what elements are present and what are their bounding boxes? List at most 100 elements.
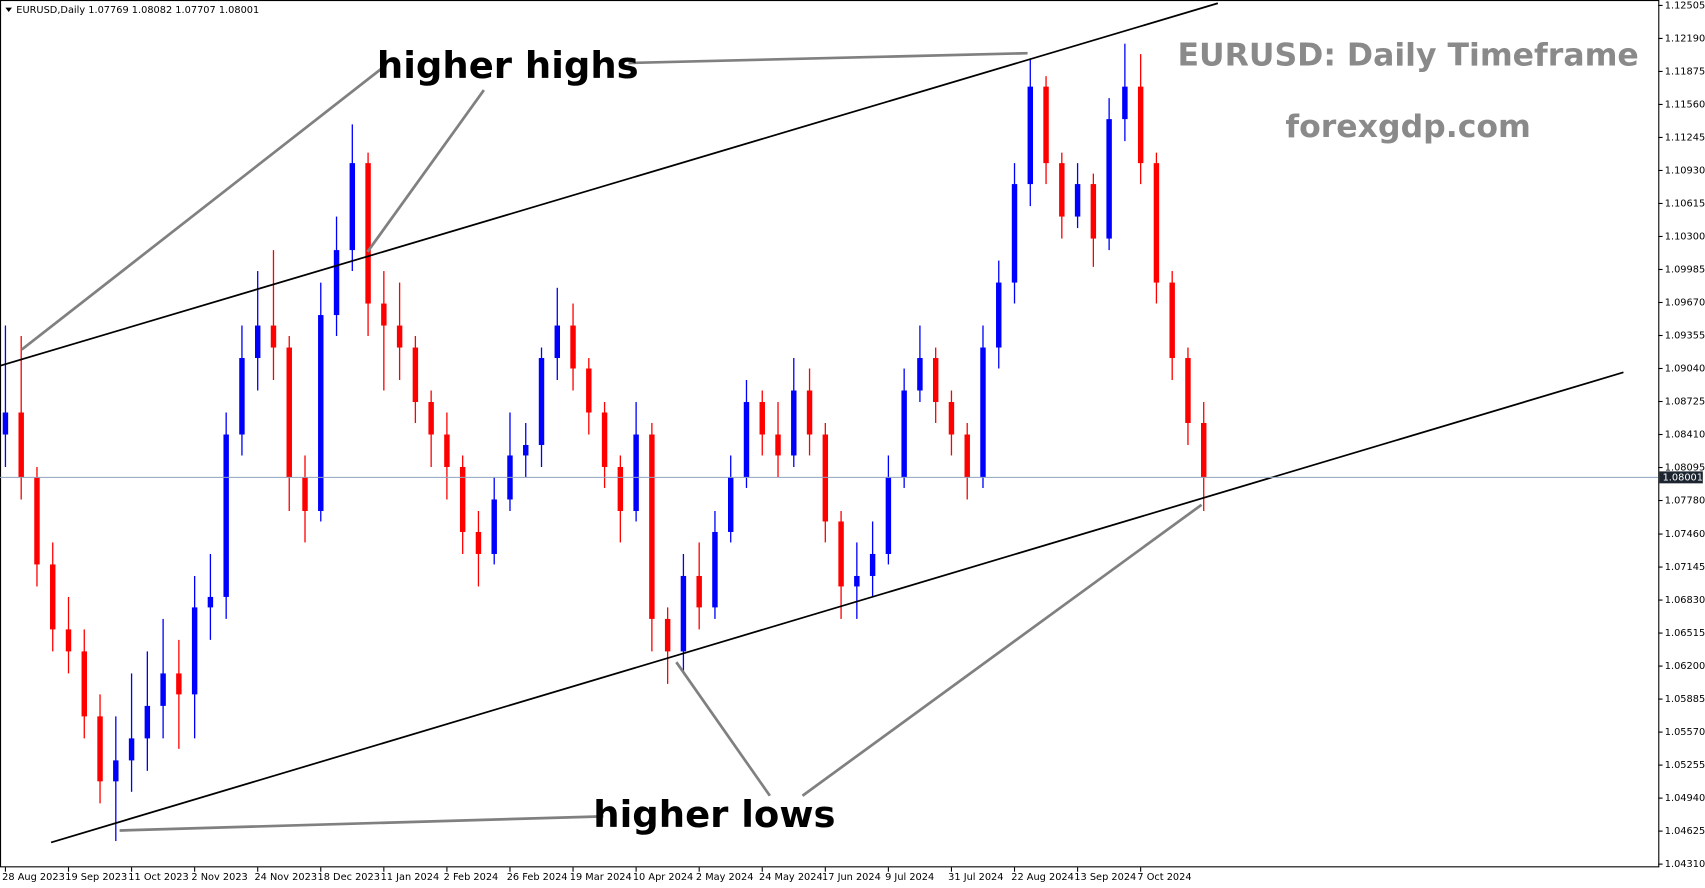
candle-body [191,607,198,695]
candle-body [1074,184,1081,217]
y-tick-label: 1.05885 [1665,694,1705,705]
y-tick-label: 1.04310 [1665,859,1705,870]
pointer [119,814,604,832]
x-tick-label: 28 Aug 2023 [2,872,65,883]
candle-body [554,325,560,359]
y-tick-label: 1.10930 [1665,165,1705,176]
annotation-higher-highs: higher highs [377,44,639,87]
candle-body [743,402,750,478]
y-tick-label: 1.11560 [1665,99,1705,110]
y-tick-label: 1.12505 [1665,0,1705,11]
upper-trendline [0,2,1219,367]
candle-body [412,347,419,403]
y-tick-label: 1.08725 [1665,397,1705,408]
candle-body [381,303,387,326]
y-tick-label: 1.10300 [1665,231,1705,242]
lower-trendline [50,371,1624,844]
candle-body [1201,422,1207,478]
x-tick-label: 19 Mar 2024 [570,872,632,883]
candle-body [854,575,860,587]
candle-body [759,402,765,435]
pointer [675,661,771,797]
y-tick-label: 1.05570 [1665,727,1705,738]
candle-body [696,575,702,608]
x-tick-label: 10 Apr 2024 [633,872,693,883]
y-tick-label: 1.04625 [1665,826,1705,837]
y-tick-label: 1.09670 [1665,297,1705,308]
candle-body [160,673,166,706]
y-tick-label: 1.06200 [1665,661,1705,672]
y-tick-label: 1.08095 [1665,463,1705,474]
x-tick-label: 19 Sep 2023 [65,872,127,883]
x-tick-label: 7 Oct 2024 [1137,872,1191,883]
y-tick-label: 1.07460 [1665,529,1705,540]
candle-body [50,564,56,630]
candle-body [113,760,119,782]
current-price-box [1659,471,1703,484]
y-tick-label: 1.09355 [1665,330,1705,341]
candle-body [254,325,261,359]
candle-body [318,315,324,512]
x-tick-label: 18 Dec 2023 [318,872,380,883]
y-tick-label: 1.09040 [1665,364,1705,375]
candle-body [617,466,624,512]
candle-body [81,651,87,717]
candle-body [1059,163,1065,217]
candle-body [34,477,40,565]
x-tick-label: 2 Feb 2024 [444,872,499,883]
x-tick-label: 26 Feb 2024 [507,872,568,883]
candle-body [538,358,545,445]
candle-body [1011,184,1018,283]
candle-body [917,358,923,391]
y-tick-label: 1.10615 [1665,198,1705,209]
x-tick-label: 9 Jul 2024 [885,872,934,883]
y-tick-label: 1.11245 [1665,132,1705,143]
candle-body [712,531,718,608]
header-icon [5,7,12,12]
x-tick-label: 11 Oct 2023 [128,872,188,883]
candle-body [333,250,340,316]
candle-body [223,434,229,597]
x-tick-label: 2 Nov 2023 [191,872,247,883]
candle-body [822,434,829,522]
candles [2,43,1207,842]
candle-body [349,163,356,251]
candle-body [428,402,434,435]
candle-body [885,477,892,554]
candle-body [1027,86,1034,185]
candle-body [302,477,308,512]
annotation-pointers [20,51,1203,832]
candle-body [128,738,135,761]
x-tick-label: 24 Nov 2023 [254,872,317,883]
candle-body [459,466,466,532]
candle-body [97,716,103,782]
candle-body [932,358,939,403]
y-tick-label: 1.09985 [1665,264,1705,275]
y-tick-label: 1.06830 [1665,595,1705,606]
annotation-higher-lows: higher lows [593,793,835,836]
pointer [20,64,387,351]
y-tick-label: 1.07780 [1665,496,1705,507]
candle-body [444,434,450,467]
candle-body [1137,86,1144,164]
candle-body [475,531,482,554]
y-tick-label: 1.05255 [1665,760,1705,771]
candle-body [838,521,844,587]
candle-body [207,596,214,608]
candle-body [649,434,655,619]
candle-body [948,402,955,435]
y-tick-label: 1.07145 [1665,562,1705,573]
y-tick-label: 1.04940 [1665,793,1705,804]
candle-body [1090,184,1097,239]
chart-title: EURUSD: Daily Timeframe [1177,37,1638,73]
candle-body [901,390,907,478]
candle-body [775,434,781,456]
current-price-label: 1.08001 [1663,472,1703,483]
x-tick-label: 13 Sep 2024 [1074,872,1136,883]
candle-body [2,412,9,435]
candle-body [633,434,639,512]
candle-body [980,347,986,478]
candle-body [239,358,245,435]
